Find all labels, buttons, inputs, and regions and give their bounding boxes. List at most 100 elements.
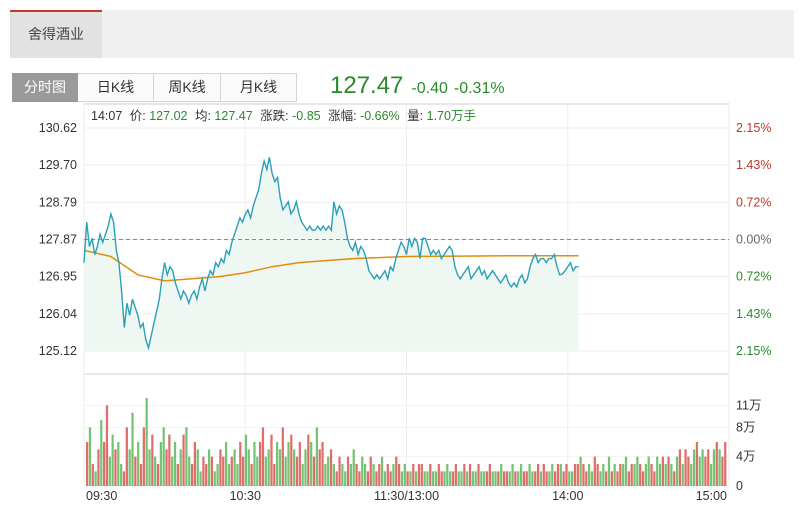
volume-bar <box>440 471 443 486</box>
volume-bar <box>658 464 662 486</box>
volume-bar <box>363 464 367 486</box>
volume-bar <box>380 456 384 486</box>
volume-bar <box>531 471 534 486</box>
volume-bar <box>213 471 216 486</box>
volume-bar <box>403 464 406 486</box>
stock-name-tab[interactable]: 舍得酒业 <box>10 10 102 58</box>
volume-bar <box>199 471 202 486</box>
tooltip-change-label: 涨跌: <box>260 108 288 123</box>
x-tick-label: 11:30/13:00 <box>374 489 439 503</box>
volume-bar <box>344 471 347 486</box>
volume-bar <box>389 471 392 486</box>
volume-bar <box>386 464 389 486</box>
volume-bar <box>605 471 608 486</box>
volume-bar <box>415 471 418 486</box>
y-pct-tick-label: 1.43% <box>736 158 771 172</box>
volume-bar <box>432 471 435 486</box>
volume-bar <box>562 471 565 486</box>
volume-bar <box>375 471 378 486</box>
volume-bar <box>661 456 665 486</box>
volume-tick-label: 0 <box>736 479 743 493</box>
tooltip-avg: 127.47 <box>214 109 252 123</box>
volume-bar <box>295 456 299 486</box>
volume-bar <box>514 471 517 486</box>
volume-bar <box>647 456 650 486</box>
volume-bar <box>576 464 579 486</box>
volume-bar <box>86 442 89 486</box>
volume-bar <box>182 434 185 486</box>
volume-bar <box>707 449 710 486</box>
volume-bar <box>434 471 438 486</box>
y-pct-tick-label: 2.15% <box>736 344 771 358</box>
volume-bar <box>176 464 179 486</box>
volume-bar <box>457 471 460 486</box>
volume-bar <box>307 434 310 486</box>
y-pct-tick-label: 0.00% <box>736 233 771 247</box>
volume-bar <box>571 471 574 486</box>
volume-bar <box>709 464 713 486</box>
volume-bar <box>573 464 577 486</box>
volume-bar <box>588 464 591 486</box>
volume-bar <box>449 471 452 486</box>
volume-tick-label: 11万 <box>736 398 761 412</box>
x-tick-label: 10:30 <box>230 489 261 503</box>
volume-bar <box>585 471 588 486</box>
tooltip-avg-label: 均: <box>195 109 211 123</box>
volume-bar <box>715 442 718 486</box>
volume-bar <box>485 471 489 486</box>
tab-monthly-k[interactable]: 月K线 <box>221 73 297 102</box>
volume-bar <box>108 456 111 486</box>
volume-bar <box>205 464 208 486</box>
volume-bar <box>162 427 165 486</box>
volume-bar <box>281 427 284 486</box>
volume-bar <box>602 464 605 486</box>
volume-axis-labels: 11万 8万 4万 0 <box>736 398 761 493</box>
volume-bar <box>695 442 699 486</box>
volume-bar <box>559 464 562 486</box>
volume-bar <box>619 464 622 486</box>
volume-bar <box>352 449 355 486</box>
volume-tick-label: 4万 <box>736 450 755 464</box>
tab-daily-k[interactable]: 日K线 <box>78 73 154 102</box>
volume-bar <box>230 456 233 486</box>
volume-bar <box>437 464 440 486</box>
volume-bar <box>627 471 630 486</box>
volume-bar <box>327 456 330 486</box>
volume-bar <box>216 464 219 486</box>
volume-bar <box>148 449 151 486</box>
tab-intraday[interactable]: 分时图 <box>12 73 78 102</box>
y-tick-label: 128.79 <box>39 195 77 209</box>
volume-bar <box>548 471 551 486</box>
chart-period-tabs: 分时图 日K线 周K线 月K线 <box>12 73 297 102</box>
volume-bar <box>477 464 480 486</box>
volume-bar <box>633 464 636 486</box>
volume-bar <box>210 456 214 486</box>
volume-bar <box>412 464 415 486</box>
volume-bar <box>420 464 423 486</box>
volume-bar <box>168 434 171 486</box>
volume-bar <box>117 442 120 486</box>
volume-bar <box>397 464 401 486</box>
volume-bar <box>247 449 250 486</box>
volume-bar <box>536 464 540 486</box>
volume-bar <box>188 456 191 486</box>
tab-weekly-k[interactable]: 周K线 <box>154 73 221 102</box>
volume-bar <box>519 464 523 486</box>
volume-bar <box>406 471 409 486</box>
volume-bar <box>582 464 585 486</box>
volume-bar <box>341 464 344 486</box>
volume-bar <box>568 471 571 486</box>
y-tick-label: 126.95 <box>39 270 77 284</box>
current-price: 127.47 <box>330 72 404 99</box>
volume-bar <box>173 442 177 486</box>
volume-bar <box>304 449 307 486</box>
volume-bar <box>451 471 455 486</box>
volume-bar <box>491 471 494 486</box>
volume-bar <box>366 471 370 486</box>
volume-bar <box>463 464 466 486</box>
y-pct-tick-label: 0.72% <box>736 195 771 209</box>
x-tick-label: 14:00 <box>552 489 583 503</box>
volume-bar <box>511 464 514 486</box>
volume-bar <box>233 449 236 486</box>
